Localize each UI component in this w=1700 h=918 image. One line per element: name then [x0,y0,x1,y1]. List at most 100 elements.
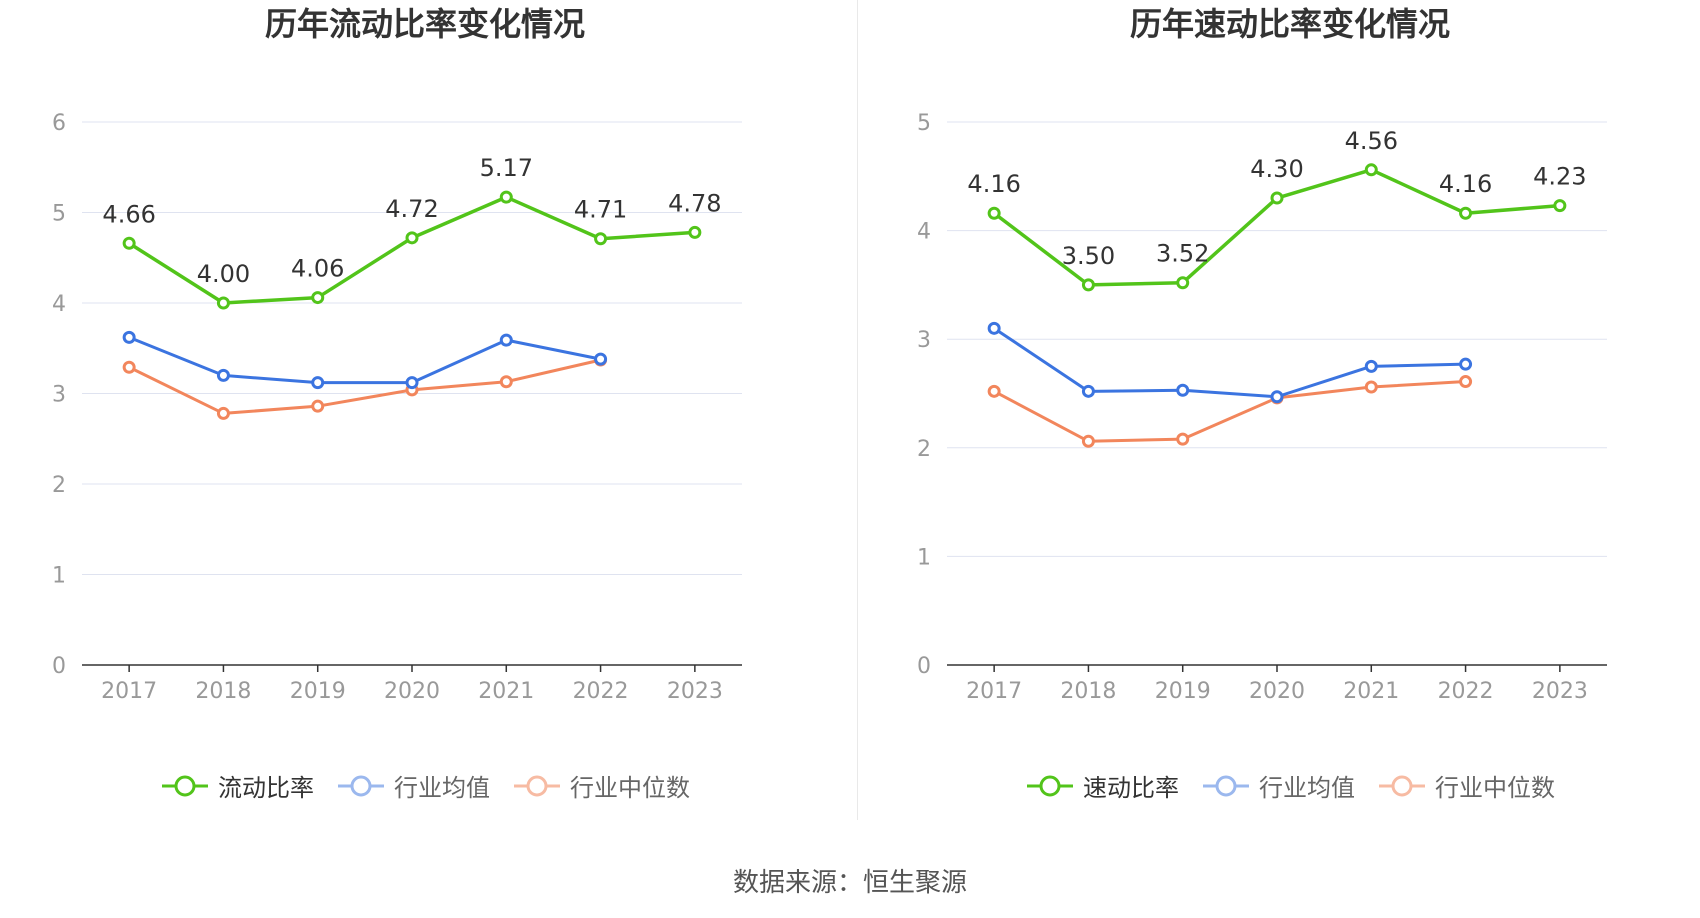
legend-label: 行业中位数 [1435,774,1555,802]
y-tick-label: 0 [52,654,66,679]
data-label: 4.23 [1533,163,1586,191]
main-series-point [311,291,325,305]
x-tick-label: 2017 [966,679,1022,704]
data-label: 4.72 [385,195,438,223]
x-tick-label: 2021 [1343,679,1399,704]
average-series-point [1364,359,1378,373]
average-series-point [1270,390,1284,404]
chart-legend: 流动比率 行业均值 行业中位数 [0,768,850,803]
x-tick-label: 2018 [195,679,251,704]
data-label: 4.66 [102,200,155,228]
average-series-point [311,376,325,390]
x-tick-label: 2019 [290,679,346,704]
x-tick-label: 2017 [101,679,157,704]
data-label: 4.71 [574,196,627,224]
circle-line-icon [162,775,208,796]
data-label: 4.30 [1250,155,1303,183]
current-ratio-plot: 0 1 2 3 4 5 6 2017 2018 2019 2020 2021 2022 2023 4.66 4… [52,111,742,704]
y-tick-label: 4 [52,292,66,317]
legend-item-main[interactable]: 速动比率 [1025,768,1179,803]
legend-label: 行业均值 [1259,774,1355,802]
median-series-point [987,384,1001,398]
x-tick-label: 2020 [384,679,440,704]
main-series-point [1081,278,1095,292]
x-tick-label: 2022 [1438,679,1494,704]
x-tick-label: 2022 [573,679,629,704]
y-tick-label: 4 [917,220,931,245]
data-label: 3.50 [1062,242,1115,270]
legend-item-median[interactable]: 行业中位数 [1377,768,1555,803]
legend-label: 流动比率 [218,774,314,802]
median-series-point [122,360,136,374]
average-series-point [1176,383,1190,397]
x-tick-label: 2020 [1249,679,1305,704]
average-series-point [216,368,230,382]
average-series-point [1081,384,1095,398]
chart-title: 历年流动比率变化情况 [264,5,585,43]
average-series-point [1459,357,1473,371]
data-label: 3.52 [1156,240,1209,268]
legend-item-average[interactable]: 行业均值 [1201,768,1355,803]
circle-line-icon [1203,775,1249,796]
quick-ratio-chart-panel: 历年速动比率变化情况 0 1 2 3 4 5 2017 2018 2019 2020 2021 202… [865,0,1700,820]
data-label: 4.78 [668,189,721,217]
panel-divider [857,0,858,820]
legend-label: 速动比率 [1083,774,1179,802]
y-tick-label: 2 [917,437,931,462]
data-label: 4.16 [967,170,1020,198]
median-series-point [1176,432,1190,446]
legend-item-median[interactable]: 行业中位数 [512,768,690,803]
median-series-line [993,380,1466,443]
y-tick-label: 3 [917,328,931,353]
median-series-point [1364,380,1378,394]
median-series-point [216,406,230,420]
y-tick-label: 1 [52,564,66,589]
x-tick-label: 2023 [667,679,723,704]
median-series-point [499,375,513,389]
x-tick-label: 2018 [1060,679,1116,704]
average-series-point [122,330,136,344]
median-series-point [311,399,325,413]
legend-label: 行业中位数 [570,774,690,802]
legend-item-average[interactable]: 行业均值 [336,768,490,803]
main-series-point [1176,276,1190,290]
current-ratio-chart-panel: 历年流动比率变化情况 0 1 2 3 4 5 6 2017 2018 2019 2020 2021 20… [0,0,850,820]
quick-ratio-plot: 0 1 2 3 4 5 2017 2018 2019 2020 2021 2022 2023 4.16 3.… [917,111,1607,704]
average-series-line [993,327,1466,399]
y-tick-label: 3 [52,383,66,408]
x-tick-label: 2019 [1155,679,1211,704]
circle-line-icon [514,775,560,796]
main-series-point [1270,191,1284,205]
median-series-line [128,358,601,415]
median-series-point [1081,434,1095,448]
y-tick-label: 5 [52,202,66,227]
y-tick-label: 5 [917,111,931,136]
data-label: 4.06 [291,255,344,283]
data-label: 4.00 [197,260,250,288]
chart-legend: 速动比率 行业均值 行业中位数 [865,768,1700,803]
median-series-point [1459,375,1473,389]
y-tick-label: 0 [917,654,931,679]
main-series-point [499,190,513,204]
legend-item-main[interactable]: 流动比率 [160,768,314,803]
legend-label: 行业均值 [394,774,490,802]
main-series-point [1364,163,1378,177]
circle-line-icon [1379,775,1425,796]
y-tick-label: 6 [52,111,66,136]
data-label: 4.56 [1345,127,1398,155]
main-series-point [122,236,136,250]
main-series-point [216,296,230,310]
data-label: 4.16 [1439,170,1492,198]
average-series-line [128,335,601,385]
y-tick-label: 2 [52,473,66,498]
circle-line-icon [1027,775,1073,796]
main-series-point [987,206,1001,220]
chart-title: 历年速动比率变化情况 [1129,5,1450,43]
circle-line-icon [338,775,384,796]
data-label: 5.17 [480,154,533,182]
average-series-point [594,352,608,366]
average-series-point [405,376,419,390]
main-series-point [688,225,702,239]
data-source-note: 数据来源：恒生聚源 [732,868,967,898]
main-series-point [1553,199,1567,213]
